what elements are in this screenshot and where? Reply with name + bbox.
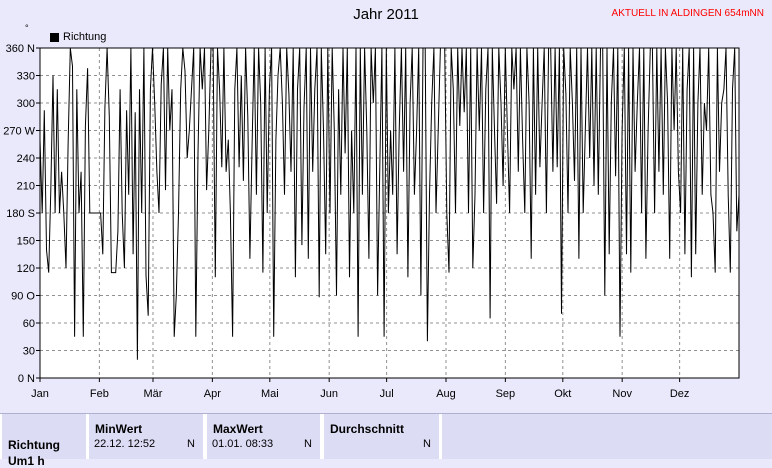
min-value: 22.12. 12:52 [94, 438, 156, 450]
series-line-richtung [39, 47, 740, 360]
plot-frame [39, 47, 740, 379]
x-tick-label: Feb [90, 388, 109, 400]
y-tick-label: 300 [17, 98, 35, 110]
y-tick-label: 60 [23, 318, 35, 330]
x-tick-label: Mai [261, 388, 279, 400]
min-header: MinWert [95, 422, 143, 436]
x-tick-label: Jul [380, 388, 394, 400]
stats-empty-cell [442, 414, 772, 459]
stats-avg-cell: Durchschnitt N [324, 414, 439, 459]
direction-chart: 0 N 30 60 90 O 120 150 180 S 210 240 270 W 300 330 3… [3, 43, 740, 400]
y-tick-label: 150 [17, 236, 35, 248]
min-unit: N [187, 438, 195, 450]
stats-min-cell: MinWert 22.12. 12:52 N [89, 414, 203, 459]
y-tick-label: 270 W [3, 126, 35, 138]
stats-row-label: Richtung [8, 438, 60, 452]
y-tick-label: 180 S [6, 208, 35, 220]
avg-unit: N [423, 438, 431, 450]
max-value: 01.01. 08:33 [212, 438, 274, 450]
y-tick-label: 90 O [11, 291, 35, 303]
y-tick-label: 210 [17, 181, 35, 193]
x-tick-label: Okt [554, 388, 571, 400]
max-header: MaxWert [213, 422, 263, 436]
x-tick-label: Dez [670, 388, 690, 400]
y-tick-label: 360 N [6, 43, 35, 55]
x-tick-label: Jan [31, 388, 49, 400]
stats-row-label-2: Um1 h [8, 454, 45, 468]
chart-title: Jahr 2011 [353, 6, 419, 23]
stats-max-cell: MaxWert 01.01. 08:33 N [207, 414, 320, 459]
y-tick-label: 330 [17, 71, 35, 83]
y-tick-label: 0 N [18, 373, 35, 385]
location-label: AKTUELL IN ALDINGEN 654mNN [611, 8, 764, 19]
x-tick-label: Apr [204, 388, 221, 400]
y-tick-label: 120 [17, 263, 35, 275]
max-unit: N [304, 438, 312, 450]
legend-swatch [50, 32, 59, 42]
y-tick-label: 240 [17, 153, 35, 165]
x-tick-label: Nov [612, 388, 632, 400]
stats-table: Richtung Um1 h MinWert 22.12. 12:52 N Ma… [0, 413, 772, 468]
x-tick-label: Mär [144, 388, 163, 400]
stats-label-cell: Richtung Um1 h [2, 414, 86, 468]
x-tick-label: Sep [496, 388, 516, 400]
legend-label: Richtung [63, 31, 107, 43]
x-tick-label: Aug [436, 388, 456, 400]
avg-header: Durchschnitt [330, 422, 405, 436]
unit-symbol: ° [25, 23, 29, 33]
x-tick-label: Jun [320, 388, 338, 400]
legend: Richtung [50, 31, 106, 43]
y-tick-label: 30 [23, 346, 35, 358]
